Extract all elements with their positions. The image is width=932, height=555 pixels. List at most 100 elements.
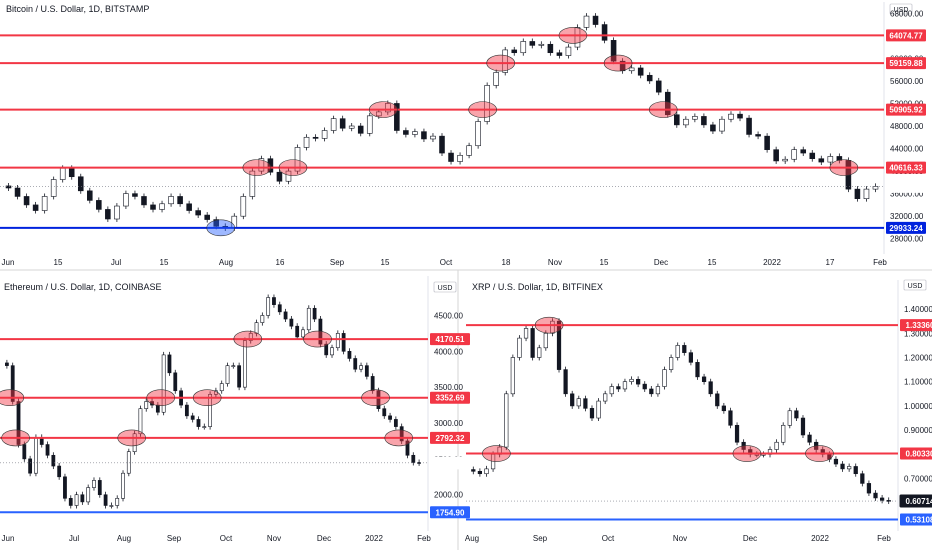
candle-body (155, 404, 160, 413)
candle-body (430, 135, 436, 140)
chart-title: XRP / U.S. Dollar, 1D, BITFINEX (472, 282, 603, 292)
level-touch-marker (0, 389, 25, 407)
candle-body (249, 170, 256, 197)
candle-body (195, 210, 201, 216)
chart-panel-1: Bitcoin / U.S. Dollar, 1D, BITSTAMP USD68… (0, 2, 927, 267)
level-badge-label: 4170.51 (436, 335, 465, 344)
currency-label: USD (894, 7, 909, 14)
y-tick-label: 0.90000 (904, 426, 932, 435)
y-tick-label: 44000.00 (890, 145, 924, 154)
y-tick-label: 3000.00 (434, 419, 463, 428)
x-tick-label: Nov (267, 534, 281, 543)
candle-body (59, 167, 66, 180)
candle-body (132, 193, 138, 197)
x-tick-label: Feb (877, 534, 891, 543)
x-tick-label: Aug (117, 534, 131, 543)
chart-title: Bitcoin / U.S. Dollar, 1D, BITSTAMP (6, 4, 149, 14)
candle-body (258, 158, 265, 172)
candle-body (701, 116, 707, 126)
candle-body (636, 378, 641, 385)
candle-body (854, 188, 861, 200)
y-tick-label: 68000.00 (890, 9, 924, 18)
candle-body (781, 424, 786, 443)
candle-body (213, 219, 220, 227)
candle-body (132, 433, 137, 452)
candle-body (376, 390, 381, 409)
y-tick-label: 4500.00 (434, 311, 463, 320)
level-touch-marker (206, 219, 236, 237)
candle-body (41, 196, 48, 211)
candle-body (511, 49, 518, 54)
level-touch-marker (278, 159, 308, 176)
candle-body (866, 483, 872, 494)
candle-body (556, 320, 562, 370)
candle-body (637, 67, 644, 76)
candle-body (682, 345, 687, 353)
candle-body (23, 196, 30, 206)
candle-body (254, 322, 259, 334)
candle-body (421, 131, 427, 140)
candle-body (34, 437, 38, 474)
candle-body (32, 204, 39, 211)
candle-body (405, 440, 410, 456)
currency-box (889, 3, 913, 15)
candle-body (662, 369, 667, 387)
candle-body (466, 145, 472, 156)
candle-body (493, 72, 499, 86)
candle-body (22, 444, 27, 460)
level-touch-marker (361, 389, 390, 407)
level-badge-label: 59159.88 (889, 59, 923, 68)
candle-body (87, 190, 93, 201)
y-tick-label: 1.40000 (904, 305, 932, 314)
x-tick-label: Nov (548, 258, 562, 267)
level-touch-marker (303, 330, 332, 348)
candle-body (603, 393, 608, 402)
candle-body (879, 497, 885, 501)
currency-box (433, 281, 457, 293)
candle-body (734, 424, 740, 443)
candle-body (231, 365, 236, 367)
candle-body (728, 410, 733, 426)
candle-body (576, 398, 581, 407)
candle-body (14, 187, 21, 197)
candle-body (787, 410, 792, 426)
level-badge-label: 40616.33 (889, 164, 923, 173)
y-tick-label: 28000.00 (890, 235, 924, 244)
candle-body (807, 434, 812, 443)
candle-body (755, 134, 761, 137)
candle-body (674, 114, 680, 126)
candle-body (312, 136, 319, 139)
level-badge-label: 3352.69 (436, 394, 465, 403)
x-tick-label: 2022 (763, 258, 781, 267)
candle-body (809, 152, 816, 159)
candle-body (853, 466, 858, 475)
y-tick-label: 1.20000 (904, 353, 932, 362)
candle-body (161, 354, 166, 413)
candle-body (123, 193, 129, 207)
level-badge (430, 333, 470, 346)
candle-body (592, 15, 599, 25)
level-badge-label: 0.53108 (906, 515, 932, 524)
candle-body (115, 498, 120, 506)
candle-body (622, 381, 628, 390)
x-tick-label: Feb (873, 258, 887, 267)
candle-body (800, 417, 806, 436)
candle-body (45, 444, 50, 456)
candle-body (335, 333, 340, 349)
candle-body (642, 383, 647, 390)
candle-body (219, 383, 224, 392)
candle-body (272, 297, 276, 305)
level-badge-label: 29933.24 (889, 224, 923, 233)
candle-body (484, 85, 490, 122)
level-badge (886, 57, 926, 70)
candle-body (523, 328, 529, 339)
level-touch-marker (805, 445, 834, 462)
x-tick-label: 18 (502, 258, 511, 267)
candle-body (382, 408, 387, 417)
candle-body (683, 118, 689, 126)
candle-body (50, 179, 57, 197)
candle-body (439, 135, 445, 154)
candle-body (543, 332, 548, 349)
x-tick-label: Dec (654, 258, 668, 267)
candle-body (225, 365, 230, 384)
